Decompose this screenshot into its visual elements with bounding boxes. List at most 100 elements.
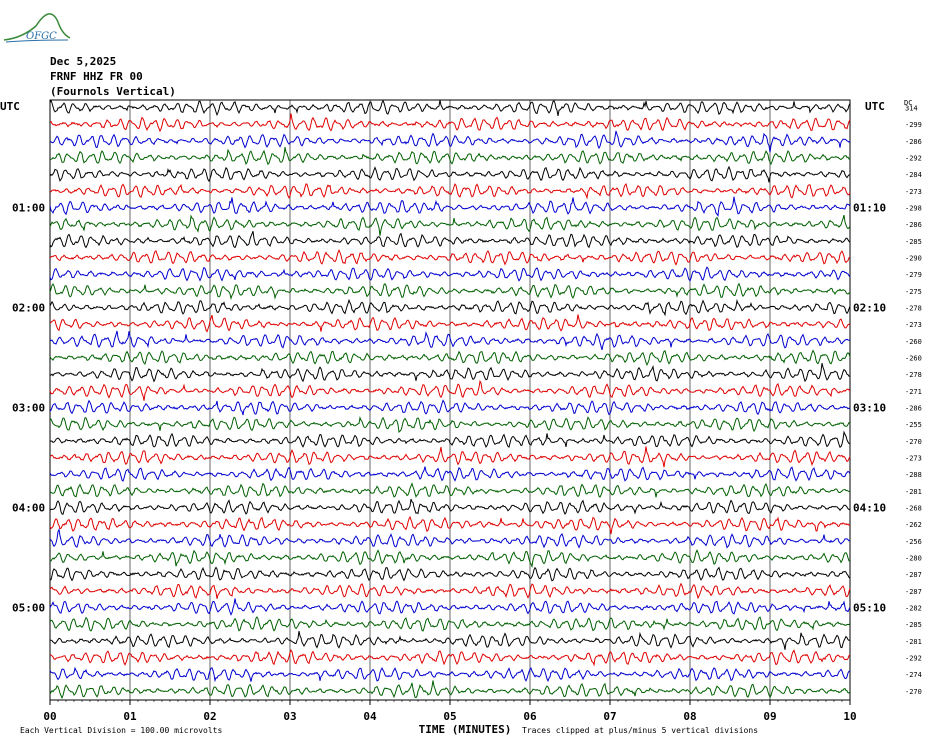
- x-tick-label: 10: [843, 710, 856, 723]
- dc-offset-label: -285: [905, 621, 922, 629]
- dc-label: DC: [904, 99, 912, 107]
- seismic-trace: [49, 498, 851, 515]
- scale-note: Each Vertical Division = 100.00 microvol…: [20, 726, 222, 735]
- seismic-trace: [49, 549, 851, 569]
- seismic-trace: [49, 566, 851, 582]
- seismic-trace: [49, 630, 851, 650]
- seismic-trace: [49, 582, 851, 600]
- seismic-trace: [49, 680, 851, 700]
- dc-offset-label: -281: [905, 488, 922, 496]
- clip-note: Traces clipped at plus/minus 5 vertical …: [522, 726, 758, 735]
- seismic-trace: [49, 298, 851, 317]
- ofgc-logo: OFGC: [2, 4, 72, 44]
- x-tick-label: 03: [283, 710, 296, 723]
- dc-offset-label: -278: [905, 305, 922, 313]
- x-tick-label: 01: [123, 710, 137, 723]
- dc-offset-label: -274: [905, 671, 922, 679]
- dc-offset-label: -278: [905, 371, 922, 379]
- left-hour-label: 02:00: [12, 302, 45, 315]
- dc-offset-label: -271: [905, 388, 922, 396]
- seismic-trace: [49, 399, 851, 416]
- dc-offset-label: -262: [905, 521, 922, 529]
- seismic-trace: [49, 616, 851, 632]
- dc-offset-label: -273: [905, 188, 922, 196]
- x-tick-label: 00: [43, 710, 56, 723]
- left-hour-label: 01:00: [12, 202, 45, 215]
- seismic-trace: [50, 649, 851, 667]
- dc-offset-label: -256: [905, 538, 922, 546]
- dc-offset-label: -260: [905, 355, 922, 363]
- seismic-trace: [49, 598, 851, 616]
- seismic-trace: [49, 330, 851, 351]
- dc-offset-label: -288: [905, 471, 922, 479]
- x-tick-label: 05: [443, 710, 456, 723]
- dc-offset-label: -286: [905, 138, 922, 146]
- left-hour-label: 04:00: [12, 502, 45, 515]
- seismic-trace: [49, 430, 851, 449]
- right-hour-label: 03:10: [853, 402, 886, 415]
- site-label: (Fournols Vertical): [50, 85, 176, 98]
- right-hour-label: 01:10: [853, 202, 886, 215]
- left-hour-label: 03:00: [12, 402, 45, 415]
- dc-offset-label: -292: [905, 655, 922, 663]
- dc-offset-label: -298: [905, 205, 922, 213]
- dc-offset-label: -279: [905, 271, 922, 279]
- seismic-trace: [49, 416, 851, 433]
- x-tick-label: 09: [763, 710, 776, 723]
- x-tick-label: 06: [523, 710, 537, 723]
- dc-offset-label: 314: [905, 105, 918, 113]
- dc-offset-label: -273: [905, 321, 922, 329]
- seismic-trace: [49, 165, 851, 183]
- seismic-trace: [49, 666, 851, 683]
- dc-offset-label: -273: [905, 455, 922, 463]
- dc-offset-label: -270: [905, 438, 922, 446]
- seismic-trace: [49, 528, 851, 549]
- dc-offset-label: -282: [905, 605, 922, 613]
- seismic-trace: [49, 349, 851, 367]
- dc-offset-label: -290: [905, 255, 922, 263]
- seismic-trace: [49, 196, 851, 217]
- seismic-trace: [49, 99, 851, 117]
- seismic-trace: [49, 266, 851, 282]
- x-tick-label: 08: [683, 710, 696, 723]
- station-label: FRNF HHZ FR 00: [50, 70, 143, 83]
- seismic-trace: [49, 446, 851, 468]
- seismic-trace: [49, 113, 851, 133]
- dc-offset-label: -275: [905, 288, 922, 296]
- seismic-trace: [49, 248, 851, 266]
- dc-offset-label: -260: [905, 338, 922, 346]
- seismic-trace: [49, 482, 851, 498]
- dc-offset-label: -255: [905, 421, 922, 429]
- logo-mountain-icon: [3, 13, 71, 43]
- x-tick-label: 02: [203, 710, 216, 723]
- dc-offset-label: -284: [905, 171, 922, 179]
- seismic-trace: [49, 379, 851, 401]
- logo-text: OFGC: [26, 31, 57, 42]
- left-hour-label: 05:00: [12, 602, 45, 615]
- seismic-trace: [49, 214, 851, 236]
- seismic-trace: [49, 282, 851, 301]
- dc-offset-label: -286: [905, 405, 922, 413]
- seismic-trace: [50, 130, 851, 153]
- seismic-trace: [49, 147, 851, 166]
- left-utc-label: UTC: [0, 100, 20, 113]
- dc-offset-label: -270: [905, 688, 922, 696]
- x-tick-label: 04: [363, 710, 377, 723]
- seismic-trace: [49, 515, 851, 535]
- dc-offset-label: -286: [905, 221, 922, 229]
- right-utc-label: UTC: [865, 100, 885, 113]
- seismic-trace: [49, 314, 851, 333]
- seismic-trace: [49, 182, 851, 200]
- dc-offset-label: -268: [905, 505, 922, 513]
- seismic-trace: [49, 466, 851, 482]
- dc-offset-label: -281: [905, 638, 922, 646]
- right-hour-label: 04:10: [853, 502, 886, 515]
- x-axis-title: TIME (MINUTES): [419, 723, 512, 736]
- date-label: Dec 5,2025: [50, 55, 117, 68]
- dc-offset-label: -285: [905, 238, 922, 246]
- x-tick-label: 07: [603, 710, 616, 723]
- seismic-trace: [49, 231, 851, 249]
- right-hour-label: 05:10: [853, 602, 886, 615]
- dc-offset-label: -280: [905, 555, 922, 563]
